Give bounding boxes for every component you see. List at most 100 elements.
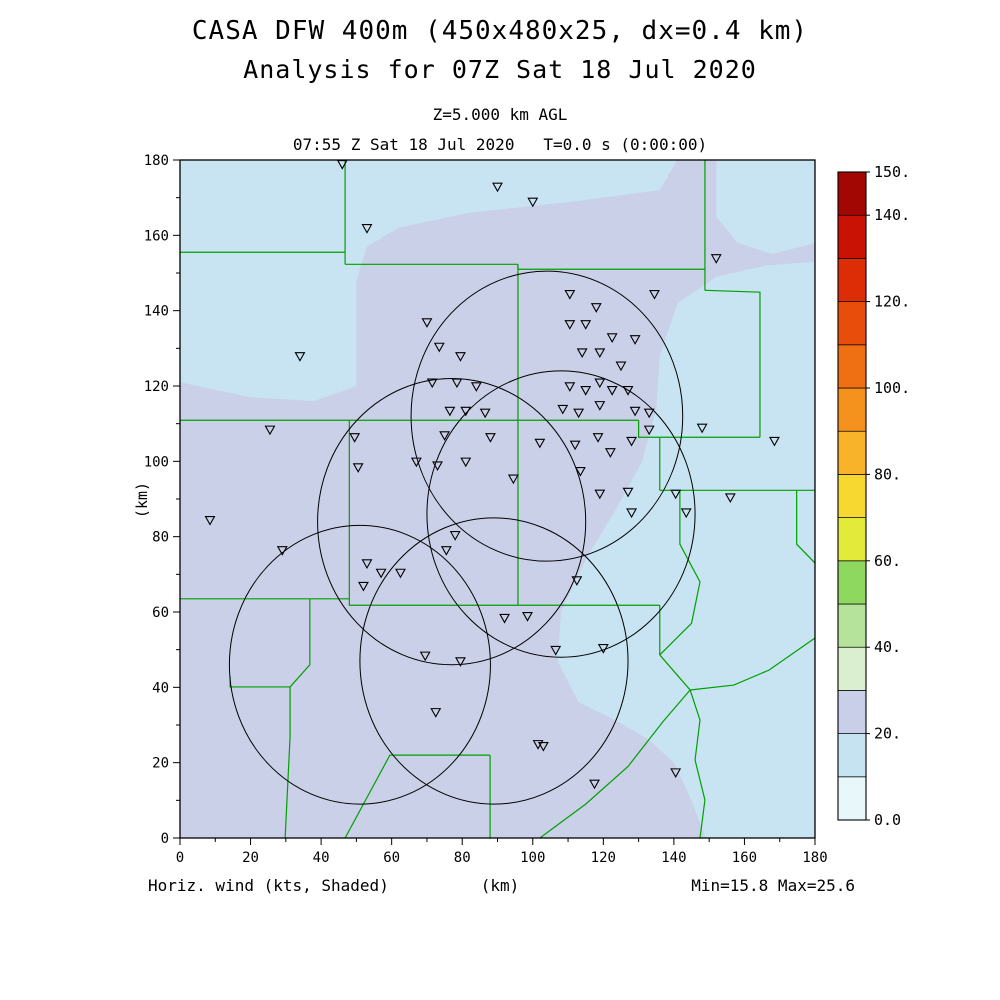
station-marker: [680, 508, 692, 519]
station-marker: [499, 613, 510, 624]
station-marker: [571, 576, 583, 586]
colorbar-label: 80.: [874, 465, 901, 483]
x-tick-label: 160: [732, 850, 757, 866]
plot-subtitle-level: Z=5.000 km AGL: [432, 105, 568, 124]
field-minmax-label: Min=15.8 Max=25.6: [691, 876, 855, 895]
county-boundary: [348, 598, 518, 606]
station-marker: [534, 438, 546, 449]
station-marker: [352, 463, 364, 473]
station-marker: [768, 436, 780, 447]
station-marker: [569, 440, 581, 451]
colorbar-label: 20.: [874, 725, 901, 743]
colorbar-label: 60.: [874, 552, 901, 570]
station-marker: [580, 320, 592, 330]
colorbar-segment: [837, 560, 867, 605]
station-marker: [594, 348, 606, 359]
colorbar-segment: [837, 344, 867, 389]
x-tick-label: 60: [383, 850, 400, 866]
colorbar-label: 150.: [874, 163, 910, 181]
station-marker: [564, 289, 576, 300]
plot-title-line1: CASA DFW 400m (450x480x25, dx=0.4 km): [191, 16, 809, 46]
plot-subtitle-time: 07:55 Z Sat 18 Jul 2020 T=0.0 s (0:00:00…: [292, 135, 708, 154]
station-marker: [594, 378, 606, 389]
x-tick-label: 140: [661, 850, 686, 866]
y-tick-label: 140: [144, 304, 169, 320]
map-layer: [180, 160, 815, 838]
station-marker: [573, 408, 585, 419]
x-tick-label: 120: [591, 850, 616, 866]
wind-shading-region: [557, 261, 815, 838]
colorbar-frame: [837, 171, 867, 821]
station-marker: [421, 318, 433, 328]
y-tick-label: 100: [144, 454, 169, 470]
county-boundary: [704, 289, 761, 438]
y-tick-label: 20: [152, 756, 169, 772]
station-marker: [622, 386, 634, 396]
station-marker: [696, 423, 708, 434]
colorbar-label: 120.: [874, 293, 910, 311]
station-marker: [460, 406, 472, 417]
station-marker: [276, 546, 288, 556]
county-boundary: [659, 654, 706, 838]
station-marker: [670, 768, 682, 779]
y-tick-label: 120: [144, 379, 169, 395]
x-tick-label: 20: [242, 850, 259, 866]
colorbar-segment: [837, 430, 867, 475]
station-marker: [294, 352, 306, 362]
station-marker: [460, 457, 472, 468]
colorbar-segment: [837, 474, 867, 518]
station-marker: [590, 303, 602, 313]
station-marker: [629, 406, 641, 417]
station-marker: [419, 651, 431, 662]
x-tick-label: 40: [313, 850, 330, 866]
station-marker: [594, 489, 606, 500]
station-marker: [557, 404, 569, 415]
county-boundary: [796, 490, 815, 564]
station-marker: [492, 182, 503, 193]
radar-range-ring: [228, 524, 491, 805]
station-marker: [606, 386, 618, 396]
station-marker: [643, 425, 655, 436]
station-marker: [606, 333, 618, 343]
station-marker: [430, 708, 442, 718]
station-marker: [361, 559, 373, 569]
station-marker: [440, 546, 452, 556]
station-marker: [479, 408, 491, 419]
colorbar-label: 40.: [874, 638, 901, 656]
station-marker: [410, 457, 422, 468]
radar-range-ring: [410, 270, 684, 562]
colorbar-segment: [837, 387, 867, 432]
colorbar-segment: [837, 171, 867, 216]
station-marker: [626, 436, 637, 447]
colorbar-label: 100.: [874, 379, 910, 397]
station-marker: [724, 493, 736, 504]
wind-shading-region: [180, 160, 678, 402]
x-axis-label: (km): [480, 876, 520, 895]
colorbar-segment: [837, 301, 867, 346]
station-marker: [580, 386, 592, 396]
station-marker: [349, 433, 361, 443]
station-marker: [507, 474, 519, 485]
station-marker: [264, 425, 276, 436]
station-marker: [204, 515, 216, 526]
station-marker: [643, 408, 655, 419]
station-marker: [597, 644, 609, 654]
x-tick-label: 180: [802, 850, 827, 866]
station-marker: [439, 431, 451, 441]
station-marker: [574, 467, 586, 477]
station-marker: [522, 612, 533, 622]
station-marker: [550, 645, 562, 656]
y-axis-label: (km): [133, 482, 151, 518]
colorbar-label: 140.: [874, 206, 910, 224]
station-marker: [594, 401, 606, 411]
radar-range-ring: [426, 370, 696, 658]
y-tick-label: 80: [152, 530, 169, 546]
x-tick-label: 100: [520, 850, 545, 866]
station-marker: [710, 254, 722, 264]
station-marker: [615, 361, 627, 372]
colorbar-segment: [837, 214, 867, 259]
station-marker: [375, 568, 387, 579]
station-marker: [432, 461, 443, 472]
station-marker: [626, 508, 637, 519]
